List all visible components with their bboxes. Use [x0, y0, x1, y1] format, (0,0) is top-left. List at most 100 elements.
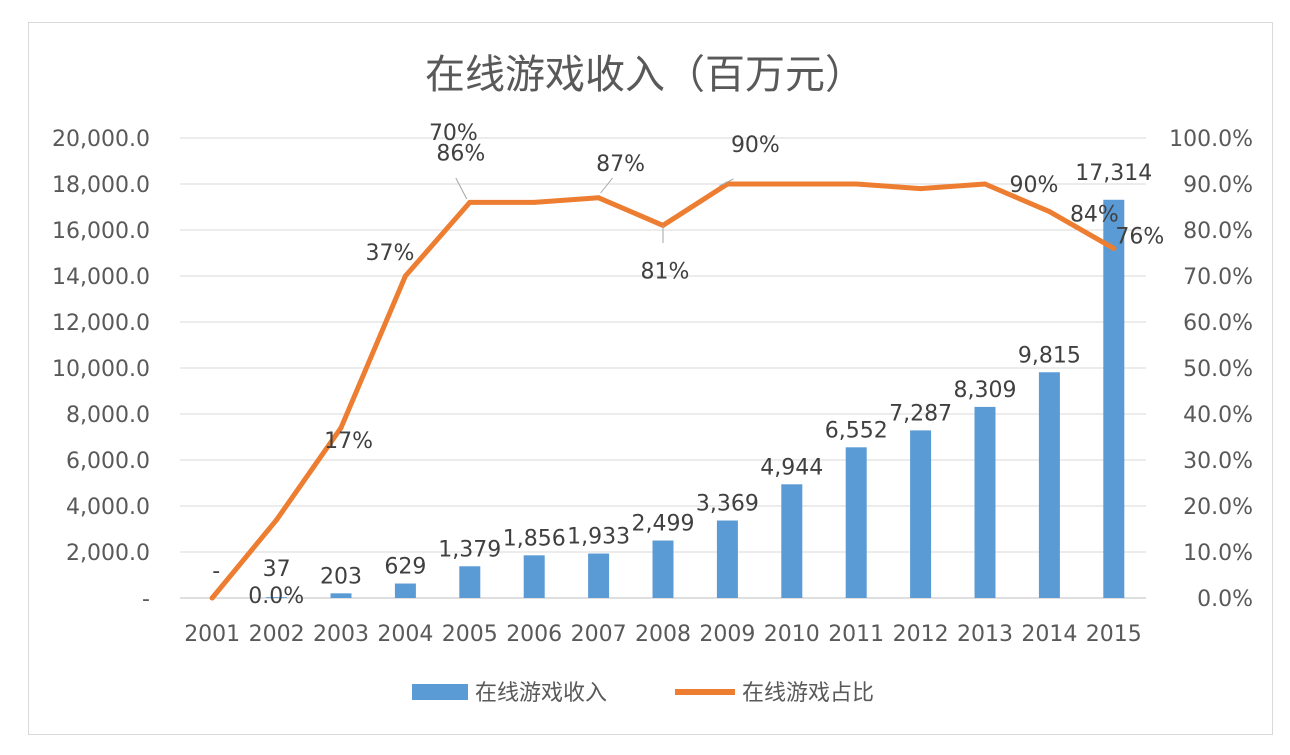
- legend-line-label: 在线游戏占比: [742, 681, 874, 706]
- line-point: [982, 181, 988, 187]
- bar: [459, 566, 481, 598]
- right-tick-label: 0.0%: [1197, 587, 1253, 612]
- x-tick-label: 2004: [377, 622, 433, 647]
- line-point: [209, 595, 215, 601]
- chart-frame: [28, 22, 1273, 735]
- bar: [910, 430, 932, 598]
- label-leader-line: [600, 177, 613, 194]
- line-data-label: 81%: [641, 259, 690, 284]
- x-tick-label: 2011: [828, 622, 884, 647]
- line-data-labels: 0.0% 17% 37% 70%86% 87% 81% 90% 90% 84%76%: [248, 121, 1164, 609]
- legend: 在线游戏收入 在线游戏占比: [412, 681, 874, 706]
- bar: [523, 555, 545, 598]
- x-tick-label: 2015: [1086, 622, 1142, 647]
- line-data-label: 76%: [1115, 224, 1164, 249]
- bar-data-label: 203: [320, 564, 362, 589]
- left-tick-label: 16,000.0: [52, 219, 150, 244]
- bar-data-label: 3,369: [696, 492, 759, 517]
- line-point: [274, 517, 280, 523]
- bar-data-label: 6,552: [825, 418, 888, 443]
- right-tick-label: 90.0%: [1183, 173, 1253, 198]
- bar: [781, 484, 803, 598]
- right-tick-label: 100.0%: [1169, 127, 1253, 152]
- right-axis-ticks: 0.0% 10.0% 20.0% 30.0% 40.0% 50.0% 60.0% 70.0% 8…: [1169, 127, 1253, 612]
- x-tick-label: 2012: [893, 622, 949, 647]
- bar-data-label: 7,287: [889, 401, 952, 426]
- bar: [394, 583, 416, 598]
- bar-data-label: 37: [263, 557, 291, 582]
- x-axis-ticks: 2001 2002 2003 2004 2005 2006 2007 2008 2009 2010…: [184, 622, 1142, 647]
- right-tick-label: 30.0%: [1183, 449, 1253, 474]
- left-tick-label: 18,000.0: [52, 173, 150, 198]
- legend-bar-swatch: [412, 684, 468, 700]
- line-data-label: 37%: [366, 241, 415, 266]
- left-tick-label: 12,000.0: [52, 311, 150, 336]
- x-tick-label: 2006: [506, 622, 562, 647]
- line-data-label: 86%: [436, 141, 485, 166]
- line-point: [596, 195, 602, 201]
- left-tick-label: 14,000.0: [52, 265, 150, 290]
- x-tick-label: 2005: [442, 622, 498, 647]
- line-point: [402, 273, 408, 279]
- right-tick-label: 60.0%: [1183, 311, 1253, 336]
- line-data-label: 17%: [324, 429, 373, 454]
- bar: [588, 553, 610, 598]
- label-leader-line: [455, 177, 468, 200]
- bar: [716, 520, 738, 598]
- bar-data-label: 1,379: [438, 537, 501, 562]
- bar-data-label: 1,856: [503, 526, 566, 551]
- x-tick-label: 2014: [1021, 622, 1077, 647]
- left-tick-label: -: [142, 587, 150, 612]
- bar: [1038, 372, 1060, 598]
- bar-data-label: 17,314: [1075, 161, 1152, 186]
- right-tick-label: 80.0%: [1183, 219, 1253, 244]
- right-tick-label: 50.0%: [1183, 357, 1253, 382]
- left-tick-label: 8,000.0: [66, 403, 150, 428]
- x-tick-label: 2013: [957, 622, 1013, 647]
- bar: [330, 593, 352, 598]
- bar-data-label: 4,944: [760, 455, 823, 480]
- right-tick-label: 70.0%: [1183, 265, 1253, 290]
- left-tick-label: 10,000.0: [52, 357, 150, 382]
- line-data-label: 87%: [596, 152, 645, 177]
- right-tick-label: 10.0%: [1183, 541, 1253, 566]
- bar: [266, 597, 288, 598]
- bar-data-label: 2,499: [632, 512, 695, 537]
- line-point: [467, 199, 473, 205]
- label-leader-line: [719, 178, 734, 187]
- right-tick-label: 40.0%: [1183, 403, 1253, 428]
- bar: [652, 540, 674, 598]
- line-point: [1046, 209, 1052, 215]
- x-tick-label: 2010: [764, 622, 820, 647]
- line-data-label: 90%: [1010, 173, 1059, 198]
- left-axis-ticks: - 2,000.0 4,000.0 6,000.0 8,000.0 10,000.0 12,…: [52, 127, 150, 612]
- bar-data-label: 1,933: [567, 525, 630, 550]
- line-data-label: 70%: [429, 121, 478, 146]
- line-data-label: 90%: [731, 133, 780, 158]
- bar-data-label: 9,815: [1018, 343, 1081, 368]
- line-point: [918, 186, 924, 192]
- bar-data-label: -: [212, 559, 220, 584]
- x-tick-label: 2009: [699, 622, 755, 647]
- left-tick-label: 20,000.0: [52, 127, 150, 152]
- left-tick-label: 6,000.0: [66, 449, 150, 474]
- bar-data-label: 8,309: [954, 378, 1017, 403]
- bar: [845, 447, 867, 598]
- chart-title: 在线游戏收入（百万元）: [425, 52, 865, 98]
- line-point: [531, 199, 537, 205]
- line-data-label: 84%: [1070, 203, 1119, 228]
- left-tick-label: 4,000.0: [66, 495, 150, 520]
- line-data-label: 0.0%: [248, 584, 304, 609]
- bar-data-label: 629: [384, 555, 426, 580]
- left-tick-label: 2,000.0: [66, 541, 150, 566]
- x-tick-label: 2003: [313, 622, 369, 647]
- bar-series: [266, 199, 1125, 598]
- x-tick-label: 2001: [184, 622, 240, 647]
- x-tick-label: 2008: [635, 622, 691, 647]
- bar: [1103, 199, 1125, 598]
- bar: [974, 406, 996, 598]
- legend-bar-label: 在线游戏收入: [475, 681, 607, 706]
- line-point: [338, 425, 344, 431]
- bar-data-labels: - 37 203 629 1,379 1,856 1,9332,4993,3694,9446…: [212, 161, 1152, 590]
